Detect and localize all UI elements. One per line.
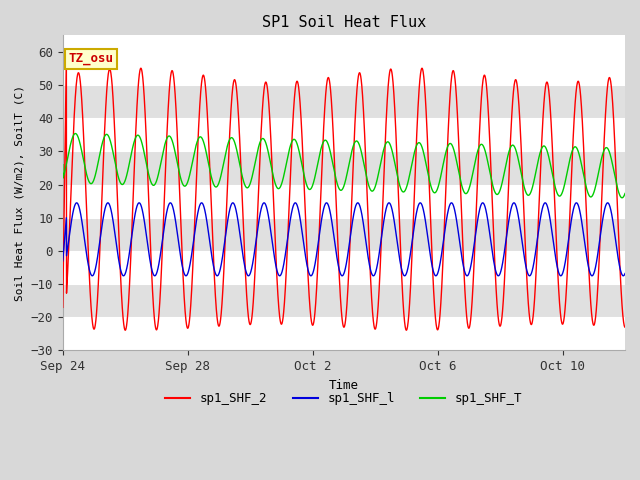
sp1_SHF_T [216, 177, 224, 182]
sp1_SHF_2 [399, 299, 407, 305]
sp1_SHF_T [568, 149, 575, 155]
sp1_SHF_T [180, 182, 188, 188]
Y-axis label: Soil Heat Flux (W/m2), SoilT (C): Soil Heat Flux (W/m2), SoilT (C) [15, 85, 25, 301]
sp1_SHF_2 [63, 52, 70, 58]
sp1_SHF_l [557, 273, 564, 279]
Bar [63, 317, 625, 350]
Bar [63, 151, 625, 185]
Bar [63, 251, 625, 284]
sp1_SHF_2 [180, 283, 188, 288]
sp1_SHF_2 [568, 163, 576, 169]
Line: sp1_SHF_T: sp1_SHF_T [63, 133, 625, 198]
sp1_SHF_l [216, 268, 223, 274]
Bar [63, 85, 625, 118]
sp1_SHF_T [72, 131, 79, 136]
sp1_SHF_l [621, 271, 629, 276]
X-axis label: Time: Time [329, 379, 359, 392]
sp1_SHF_T [621, 191, 629, 196]
sp1_SHF_l [409, 236, 417, 241]
sp1_SHF_2 [216, 320, 224, 326]
sp1_SHF_2 [621, 324, 628, 330]
sp1_SHF_T [59, 162, 67, 168]
sp1_SHF_T [399, 189, 406, 195]
Line: sp1_SHF_l: sp1_SHF_l [63, 203, 625, 276]
sp1_SHF_2 [59, 304, 67, 310]
sp1_SHF_2 [621, 324, 629, 330]
sp1_SHF_l [59, 258, 67, 264]
sp1_SHF_l [568, 214, 576, 220]
Bar [63, 118, 625, 151]
Bar [63, 218, 625, 251]
Line: sp1_SHF_2: sp1_SHF_2 [63, 55, 625, 330]
sp1_SHF_l [179, 267, 187, 273]
sp1_SHF_2 [409, 230, 417, 236]
sp1_SHF_l [621, 271, 628, 277]
sp1_SHF_T [409, 157, 417, 163]
Bar [63, 185, 625, 218]
sp1_SHF_l [399, 270, 406, 276]
sp1_SHF_T [618, 195, 626, 201]
Bar [63, 36, 625, 85]
Bar [63, 284, 625, 317]
Legend: sp1_SHF_2, sp1_SHF_l, sp1_SHF_T: sp1_SHF_2, sp1_SHF_l, sp1_SHF_T [160, 387, 527, 410]
sp1_SHF_l [541, 200, 549, 206]
Title: SP1 Soil Heat Flux: SP1 Soil Heat Flux [262, 15, 426, 30]
sp1_SHF_2 [122, 327, 129, 333]
Text: TZ_osu: TZ_osu [68, 52, 113, 65]
sp1_SHF_T [621, 191, 628, 197]
